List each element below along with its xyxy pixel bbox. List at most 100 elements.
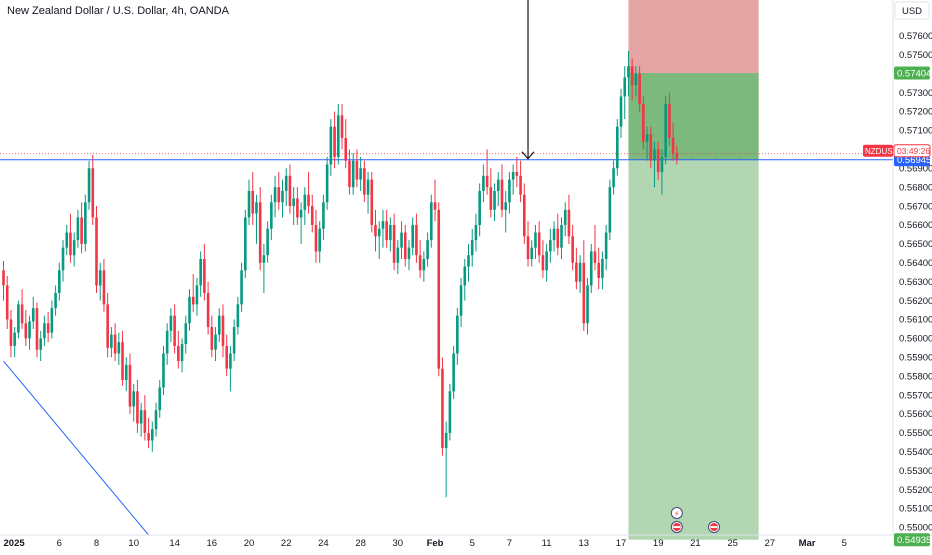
candle-body bbox=[262, 255, 266, 263]
time-tick-label: 14 bbox=[169, 538, 180, 549]
candle-body bbox=[482, 175, 485, 191]
candle-body bbox=[244, 217, 247, 271]
candle-body bbox=[478, 190, 481, 225]
candle-body bbox=[13, 332, 16, 346]
time-axis[interactable]: 2025 6 8 10 14 16 20 22 24 28 30 Feb 5 7 11 13 17 19 21 25 2… bbox=[4, 538, 847, 549]
candle-body bbox=[381, 221, 385, 229]
price-tick-label: 0.57200 bbox=[899, 107, 932, 118]
candle-body bbox=[489, 187, 493, 210]
candle-body bbox=[556, 228, 560, 248]
candle-body bbox=[392, 224, 396, 263]
time-tick-label: 30 bbox=[393, 538, 404, 549]
price-tick-label: 0.56700 bbox=[899, 201, 932, 212]
candle-body bbox=[191, 296, 195, 305]
price-tick-label: 0.56900 bbox=[899, 163, 932, 174]
candle-body bbox=[534, 232, 537, 248]
candle-body bbox=[485, 175, 489, 188]
us-flag-stripe bbox=[673, 526, 681, 528]
candle-body bbox=[519, 175, 522, 195]
candle-body bbox=[2, 270, 5, 286]
candle-body bbox=[54, 293, 57, 309]
candle-body bbox=[147, 432, 150, 441]
candle-body bbox=[430, 202, 433, 241]
candle-body bbox=[496, 179, 500, 191]
candle-body bbox=[124, 364, 128, 380]
candle-body bbox=[203, 258, 206, 294]
candle-body bbox=[28, 321, 31, 339]
candle-body bbox=[593, 251, 597, 263]
candle-body bbox=[270, 202, 273, 229]
position-zones bbox=[628, 0, 759, 540]
time-tick-label: 22 bbox=[281, 538, 292, 549]
candle-body bbox=[459, 285, 463, 316]
price-tick-label: 0.55200 bbox=[899, 485, 932, 496]
stop-loss-zone bbox=[628, 0, 759, 73]
candle-body bbox=[318, 228, 321, 252]
candle-body bbox=[24, 323, 28, 339]
candle-body bbox=[229, 353, 232, 369]
price-tick-label: 0.55900 bbox=[899, 352, 932, 363]
candle-body bbox=[221, 315, 225, 346]
candle-body bbox=[370, 179, 374, 225]
candle-body bbox=[255, 202, 258, 214]
candle-body bbox=[151, 429, 154, 441]
candle-body bbox=[61, 247, 65, 271]
trend-line[interactable] bbox=[3, 360, 149, 536]
candle-body bbox=[217, 315, 221, 335]
candle-body bbox=[184, 323, 188, 345]
candle-body bbox=[310, 206, 314, 225]
candle-body bbox=[288, 175, 292, 207]
event-marker-icon[interactable] bbox=[670, 507, 683, 519]
candle-body bbox=[552, 228, 556, 241]
candle-body bbox=[634, 73, 638, 86]
candle-body bbox=[563, 209, 567, 225]
candle-body bbox=[17, 304, 20, 333]
price-axis[interactable]: 0.55000 0.55100 0.55200 0.55300 0.55400 0.555… bbox=[899, 31, 932, 534]
arrow-annotation-head bbox=[521, 151, 535, 160]
candle-body bbox=[292, 198, 295, 207]
candle-body bbox=[638, 73, 641, 104]
candle-body bbox=[630, 66, 634, 86]
candle-body bbox=[206, 293, 210, 328]
candle-body bbox=[467, 255, 470, 267]
price-tick-label: 0.57300 bbox=[899, 88, 932, 99]
candle-body bbox=[113, 334, 117, 354]
candle-body bbox=[173, 315, 176, 346]
candle-body bbox=[210, 327, 214, 350]
candle-body bbox=[567, 209, 571, 237]
candle-body bbox=[511, 172, 515, 180]
candle-body bbox=[165, 330, 169, 354]
candle-body bbox=[162, 353, 165, 388]
candle-body bbox=[199, 258, 202, 286]
candle-body bbox=[214, 334, 217, 350]
candle-body bbox=[359, 168, 362, 180]
price-tick-label: 0.55400 bbox=[899, 447, 932, 458]
candle-body bbox=[65, 232, 69, 248]
candle-body bbox=[530, 247, 534, 259]
candle-body bbox=[46, 323, 50, 333]
price-tick-label: 0.56400 bbox=[899, 258, 932, 269]
candle-body bbox=[5, 285, 9, 320]
candle-body bbox=[366, 179, 370, 195]
countdown-tag-bg bbox=[893, 144, 931, 158]
price-tick-label: 0.56800 bbox=[899, 182, 932, 193]
candle-body bbox=[504, 202, 507, 210]
candle-body bbox=[604, 232, 608, 259]
candle-body bbox=[541, 255, 545, 271]
candle-body bbox=[374, 224, 377, 237]
time-tick-label: 7 bbox=[507, 538, 512, 549]
currency-button[interactable]: USD bbox=[894, 1, 930, 20]
candle-body bbox=[143, 410, 147, 433]
candle-body bbox=[307, 194, 310, 207]
profit-zone-upper bbox=[628, 72, 759, 160]
candle-body bbox=[560, 224, 563, 248]
candle-body bbox=[623, 77, 627, 97]
candle-body bbox=[619, 96, 623, 127]
candle-body bbox=[656, 149, 660, 173]
candle-body bbox=[266, 228, 269, 256]
candle-body bbox=[407, 247, 411, 259]
candle-body bbox=[411, 224, 414, 248]
candle-body bbox=[95, 217, 98, 286]
